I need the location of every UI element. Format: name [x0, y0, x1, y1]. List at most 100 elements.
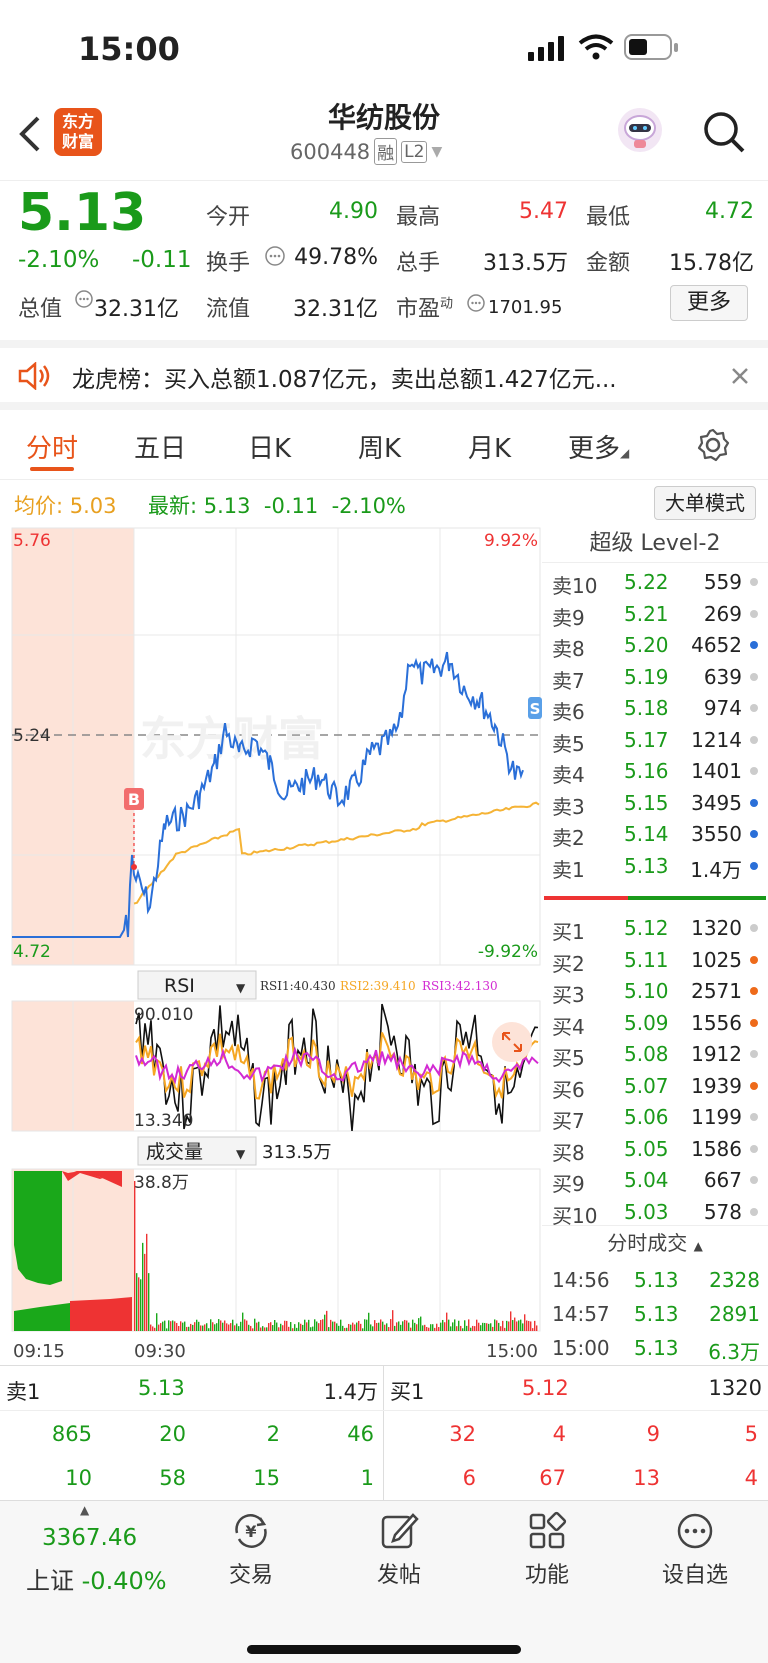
stock-code-row[interactable]: 600448 融 L2 ▼ — [290, 138, 442, 165]
ask-level: 卖5 — [552, 731, 585, 756]
sell-marker[interactable] — [528, 697, 542, 719]
tab-more[interactable]: 更多◢ — [568, 434, 630, 464]
rsi3-line — [135, 1046, 539, 1085]
buy-queue-item: 5 — [744, 1422, 758, 1446]
bid-level: 买10 — [552, 1203, 598, 1228]
robot-avatar-icon[interactable] — [616, 106, 664, 154]
sell-queue-item: 2 — [266, 1422, 280, 1446]
bid-row[interactable]: 买3 5.10 2571 — [542, 976, 768, 1007]
volume-axis-max: 38.8万 — [134, 1173, 189, 1193]
ask-level: 卖10 — [552, 574, 598, 598]
quote-panel: 5.13 -2.10% -0.11 今开 4.90 最高 5.47 最低 4.7… — [0, 180, 768, 340]
index-row[interactable]: 上证 -0.40% — [26, 1567, 167, 1595]
svg-text:¥: ¥ — [245, 1522, 256, 1541]
bid-row[interactable]: 买4 5.09 1556 — [542, 1008, 768, 1039]
ask-row[interactable]: 卖5 5.17 1214 — [542, 725, 768, 756]
bid-row[interactable]: 买6 5.07 1939 — [542, 1071, 768, 1102]
rsi1-value: RSI1:40.430 — [260, 979, 336, 993]
turnover-value: 49.78% — [294, 245, 378, 270]
nav-bar: 东方 财富 华纺股份 600448 融 L2 ▼ — [0, 100, 768, 180]
order-dot — [750, 767, 758, 775]
app-logo[interactable]: 东方 财富 — [54, 108, 102, 156]
ask-row[interactable]: 卖7 5.19 639 — [542, 662, 768, 693]
tab-weekly-k[interactable]: 周K — [358, 434, 402, 464]
buy-marker[interactable] — [124, 788, 144, 810]
high-label: 最高 — [396, 205, 441, 230]
post-button[interactable]: 发帖 — [344, 1511, 454, 1589]
bid-row[interactable]: 买10 5.03 578 — [542, 1197, 768, 1228]
ask-volume: 1.4万 — [690, 857, 742, 882]
info-dots-icon[interactable] — [264, 245, 286, 267]
trade-button[interactable]: ¥ 交易 — [196, 1511, 306, 1589]
close-icon[interactable] — [730, 366, 750, 386]
notice-bar[interactable]: 龙虎榜：买入总额1.087亿元，卖出总额1.427亿元... — [0, 340, 768, 410]
order-dot — [750, 704, 758, 712]
ticks-title[interactable]: 分时成交 ▲ — [542, 1225, 768, 1259]
intraday-chart[interactable]: 东方财富 B S 5.76 5.24 4.72 9.92% -9.92% RSI… — [0, 525, 542, 1365]
buy1-label: 买1 — [390, 1380, 425, 1404]
change-percent: -2.10% — [18, 247, 100, 273]
battery-icon — [624, 34, 678, 60]
ask-row[interactable]: 卖1 5.13 1.4万 — [542, 851, 768, 882]
rsi-selector[interactable] — [137, 970, 257, 1000]
add-watchlist-button[interactable]: 设自选 — [640, 1511, 750, 1589]
info-dots-icon[interactable] — [466, 293, 486, 313]
big-order-mode-button[interactable]: 大单模式 — [654, 486, 756, 520]
tab-monthly-k[interactable]: 月K — [468, 434, 512, 464]
index-value[interactable]: 3367.46 — [42, 1525, 138, 1551]
pre-market-buy-volume — [74, 1171, 122, 1187]
total-vol-label: 总手 — [396, 251, 441, 276]
gear-icon[interactable] — [696, 428, 730, 462]
order-dot — [750, 861, 758, 870]
bid-row[interactable]: 买5 5.08 1912 — [542, 1039, 768, 1070]
ask-price: 5.19 — [624, 664, 669, 689]
chevron-down-icon: ▼ — [431, 143, 443, 160]
ask-price: 5.15 — [624, 790, 669, 815]
price-line — [12, 651, 524, 938]
bid-level: 买7 — [552, 1109, 585, 1133]
ask-row[interactable]: 卖2 5.14 3550 — [542, 819, 768, 850]
ask-row[interactable]: 卖3 5.15 3495 — [542, 788, 768, 819]
ask-price: 5.21 — [624, 601, 669, 626]
last-price: 5.13 — [18, 183, 147, 243]
low-label: 最低 — [586, 205, 631, 230]
ask-level: 卖2 — [552, 826, 585, 850]
tab-intraday[interactable]: 分时 — [26, 434, 79, 464]
bid-row[interactable]: 买2 5.11 1025 — [542, 945, 768, 976]
bid-row[interactable]: 买7 5.06 1199 — [542, 1102, 768, 1133]
bid-row[interactable]: 买8 5.05 1586 — [542, 1134, 768, 1165]
bid-level: 买6 — [552, 1077, 585, 1102]
ask-row[interactable]: 卖10 5.22 559 — [542, 567, 768, 598]
ask-row[interactable]: 卖4 5.16 1401 — [542, 756, 768, 787]
ask-row[interactable]: 卖9 5.21 269 — [542, 599, 768, 630]
ask-row[interactable]: 卖8 5.20 4652 — [542, 630, 768, 661]
bid-volume: 1320 — [691, 916, 742, 940]
more-button[interactable]: 更多 — [670, 285, 748, 321]
open-value: 4.90 — [329, 199, 378, 224]
ask-row[interactable]: 卖6 5.18 974 — [542, 693, 768, 724]
info-dots-icon[interactable] — [74, 289, 94, 309]
float-cap-label: 流值 — [206, 297, 251, 322]
expand-icon[interactable] — [492, 1022, 532, 1062]
tab-daily-k[interactable]: 日K — [248, 434, 292, 464]
pre-market-matched-sell — [14, 1303, 70, 1331]
back-icon[interactable] — [16, 114, 44, 154]
bid-level: 买5 — [552, 1046, 585, 1070]
bid-price: 5.04 — [624, 1168, 669, 1192]
bid-level: 买1 — [552, 920, 585, 944]
bid-row[interactable]: 买9 5.04 667 — [542, 1165, 768, 1196]
functions-button[interactable]: 功能 — [492, 1511, 602, 1589]
level2-title[interactable]: 超级 Level-2 — [542, 525, 768, 563]
volume-bars — [134, 1181, 538, 1331]
market-cap-value: 32.31亿 — [94, 297, 179, 322]
chart-tabs: 分时 五日 日K 周K 月K 更多◢ — [0, 410, 768, 480]
pre-market-sell-volume — [14, 1171, 62, 1285]
tab-five-day[interactable]: 五日 — [134, 434, 187, 464]
time-axis-start: 09:15 — [13, 1341, 65, 1362]
buy-queue-item: 32 — [449, 1422, 476, 1446]
order-dot — [750, 1081, 758, 1090]
turnover-label: 换手 — [206, 251, 251, 276]
bid-row[interactable]: 买1 5.12 1320 — [542, 913, 768, 944]
volume-selector[interactable] — [137, 1136, 257, 1166]
search-icon[interactable] — [702, 110, 746, 154]
